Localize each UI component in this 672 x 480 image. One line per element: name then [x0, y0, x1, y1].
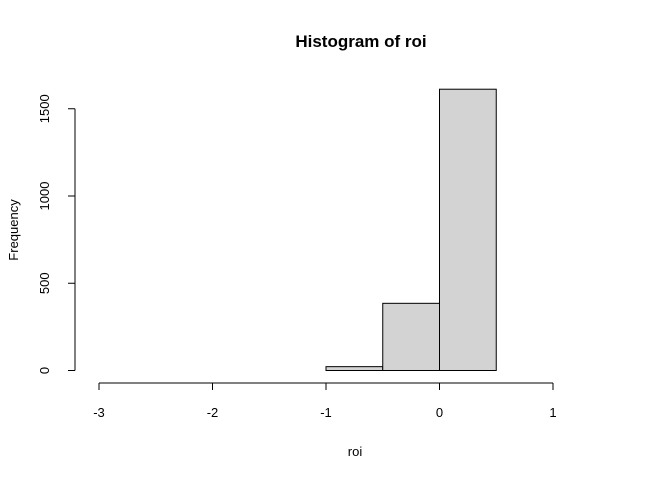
- y-tick-label: 0: [37, 367, 52, 374]
- chart-title: Histogram of roi: [295, 32, 426, 51]
- bars-layer: [325, 88, 497, 372]
- y-tick-label: 1500: [37, 94, 52, 123]
- histogram-bar: [325, 366, 384, 372]
- x-tick-label: -2: [207, 405, 219, 420]
- x-tick-label: -1: [320, 405, 332, 420]
- y-axis: 0 500 1000 1500: [37, 94, 76, 374]
- x-axis-label: roi: [348, 444, 363, 459]
- histogram-bar: [439, 88, 497, 372]
- x-tick-label: 0: [436, 405, 443, 420]
- y-tick-label: 1000: [37, 182, 52, 211]
- x-tick-label: -3: [93, 405, 105, 420]
- histogram-bar: [382, 302, 440, 372]
- x-axis: -3 -2 -1 0 1: [93, 382, 557, 420]
- y-tick-label: 500: [37, 272, 52, 294]
- y-axis-label: Frequency: [6, 199, 21, 261]
- x-tick-label: 1: [549, 405, 556, 420]
